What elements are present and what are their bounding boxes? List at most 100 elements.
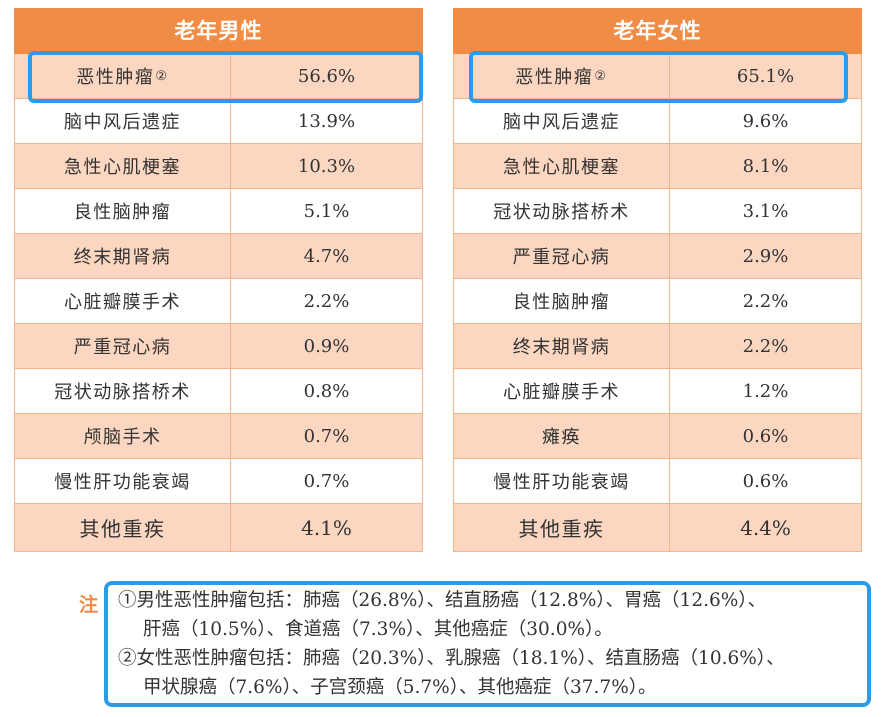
disease-name-cell: 终末期肾病 (15, 234, 231, 278)
disease-name: 其他重疾 (79, 517, 166, 541)
disease-name-cell: 恶性肿瘤 ② (454, 54, 670, 98)
table-row: 严重冠心病 0.9% (14, 324, 423, 369)
male-table-title: 老年男性 (14, 8, 423, 54)
note-line: 甲状腺癌（7.6%）、子宫颈癌（5.7%）、其他癌症（37.7%）。 (143, 677, 657, 698)
table-row: 良性脑肿瘤 5.1% (14, 189, 423, 234)
disease-name: 终末期肾病 (73, 247, 172, 268)
disease-name-cell: 冠状动脉搭桥术 (15, 369, 231, 413)
percentage-cell: 0.6% (742, 470, 789, 492)
percentage-cell: 56.6% (297, 65, 356, 87)
table-row: 其他重疾 4.4% (453, 504, 862, 552)
percentage-cell: 1.2% (742, 380, 789, 402)
disease-name: 脑中风后遗症 (503, 112, 620, 133)
percentage-cell: 9.6% (742, 110, 789, 132)
table-row: 终末期肾病 4.7% (14, 234, 423, 279)
disease-name: 慢性肝功能衰竭 (54, 472, 191, 493)
disease-name-cell: 急性心肌梗塞 (15, 144, 231, 188)
percentage-cell: 0.6% (742, 425, 789, 447)
percentage-cell: 10.3% (297, 155, 356, 177)
table-row: 急性心肌梗塞 8.1% (453, 144, 862, 189)
table-row: 慢性肝功能衰竭 0.7% (14, 459, 423, 504)
disease-name-cell: 严重冠心病 (454, 234, 670, 278)
disease-name-cell: 其他重疾 (454, 504, 670, 551)
disease-name: 冠状动脉搭桥术 (493, 202, 630, 223)
percentage-cell: 0.9% (303, 335, 350, 357)
table-row: 心脏瓣膜手术 1.2% (453, 369, 862, 414)
note-label: 注 (79, 594, 99, 616)
disease-name-cell: 瘫痪 (454, 414, 670, 458)
note-highlight-box (104, 581, 871, 707)
disease-name-cell: 慢性肝功能衰竭 (15, 459, 231, 503)
disease-name: 良性脑肿瘤 (73, 202, 172, 223)
disease-name-cell: 慢性肝功能衰竭 (454, 459, 670, 503)
percentage-cell: 5.1% (303, 200, 350, 222)
percentage-cell: 8.1% (742, 155, 789, 177)
note-line: ②女性恶性肿瘤包括：肺癌（20.3%）、乳腺癌（18.1%）、结直肠癌（10.6… (118, 648, 785, 669)
table-row: 恶性肿瘤 ② 56.6% (14, 54, 423, 99)
male-table: 老年男性 恶性肿瘤 ② 56.6% 脑中风后遗症 13.9% 急性心肌梗塞 10.3% 良性脑… (14, 8, 423, 552)
disease-name: 急性心肌梗塞 (64, 157, 181, 178)
disease-name-cell: 颅脑手术 (15, 414, 231, 458)
table-row: 慢性肝功能衰竭 0.6% (453, 459, 862, 504)
percentage-cell: 4.7% (303, 245, 350, 267)
disease-name: 急性心肌梗塞 (503, 157, 620, 178)
note-text: ①男性恶性肿瘤包括：肺癌（26.8%）、结直肠癌（12.8%）、胃癌（12.6%… (118, 586, 870, 702)
female-table: 老年女性 恶性肿瘤 ② 65.1% 脑中风后遗症 9.6% 急性心肌梗塞 8.1% 冠状动脉搭… (453, 8, 862, 552)
disease-name-cell: 冠状动脉搭桥术 (454, 189, 670, 233)
percentage-cell: 2.2% (303, 290, 350, 312)
disease-name: 严重冠心病 (73, 337, 172, 358)
disease-name: 恶性肿瘤 (76, 67, 155, 88)
male-table-body: 恶性肿瘤 ② 56.6% 脑中风后遗症 13.9% 急性心肌梗塞 10.3% 良性脑肿瘤 5.1… (14, 54, 423, 552)
table-row: 急性心肌梗塞 10.3% (14, 144, 423, 189)
disease-name: 良性脑肿瘤 (512, 292, 611, 313)
disease-name-cell: 心脏瓣膜手术 (15, 279, 231, 323)
table-row: 颅脑手术 0.7% (14, 414, 423, 459)
disease-name: 颅脑手术 (83, 427, 162, 448)
percentage-cell: 65.1% (736, 65, 795, 87)
female-table-body: 恶性肿瘤 ② 65.1% 脑中风后遗症 9.6% 急性心肌梗塞 8.1% 冠状动脉搭桥术 3.1… (453, 54, 862, 552)
disease-name: 慢性肝功能衰竭 (493, 472, 630, 493)
disease-name: 严重冠心病 (512, 247, 611, 268)
footnote-mark: ② (594, 68, 608, 84)
disease-name: 恶性肿瘤 (515, 67, 594, 88)
disease-name: 脑中风后遗症 (64, 112, 181, 133)
note-line: ①男性恶性肿瘤包括：肺癌（26.8%）、结直肠癌（12.8%）、胃癌（12.6%… (118, 590, 767, 611)
disease-name: 其他重疾 (518, 517, 605, 541)
table-row: 冠状动脉搭桥术 3.1% (453, 189, 862, 234)
disease-name-cell: 良性脑肿瘤 (15, 189, 231, 233)
table-row: 瘫痪 0.6% (453, 414, 862, 459)
note-line: 肝癌（10.5%）、食道癌（7.3%）、其他癌症（30.0%）。 (143, 619, 613, 640)
disease-name-cell: 其他重疾 (15, 504, 231, 551)
percentage-cell: 0.7% (303, 470, 350, 492)
table-row: 恶性肿瘤 ② 65.1% (453, 54, 862, 99)
table-row: 良性脑肿瘤 2.2% (453, 279, 862, 324)
table-row: 其他重疾 4.1% (14, 504, 423, 552)
percentage-cell: 2.9% (742, 245, 789, 267)
percentage-cell: 0.8% (303, 380, 350, 402)
disease-name-cell: 终末期肾病 (454, 324, 670, 368)
footnote-mark: ② (155, 68, 169, 84)
percentage-cell: 0.7% (303, 425, 350, 447)
disease-name: 瘫痪 (542, 427, 581, 448)
disease-name-cell: 严重冠心病 (15, 324, 231, 368)
table-row: 严重冠心病 2.9% (453, 234, 862, 279)
disease-name: 心脏瓣膜手术 (64, 292, 181, 313)
percentage-cell: 2.2% (742, 335, 789, 357)
disease-name-cell: 恶性肿瘤 ② (15, 54, 231, 98)
percentage-cell: 4.4% (740, 515, 791, 540)
percentage-cell: 2.2% (742, 290, 789, 312)
percentage-cell: 4.1% (301, 515, 352, 540)
percentage-cell: 13.9% (297, 110, 356, 132)
percentage-cell: 3.1% (742, 200, 789, 222)
female-table-title: 老年女性 (453, 8, 862, 54)
table-row: 心脏瓣膜手术 2.2% (14, 279, 423, 324)
disease-name-cell: 急性心肌梗塞 (454, 144, 670, 188)
table-row: 脑中风后遗症 9.6% (453, 99, 862, 144)
table-row: 终末期肾病 2.2% (453, 324, 862, 369)
table-row: 脑中风后遗症 13.9% (14, 99, 423, 144)
disease-name-cell: 良性脑肿瘤 (454, 279, 670, 323)
disease-name: 冠状动脉搭桥术 (54, 382, 191, 403)
disease-name: 终末期肾病 (512, 337, 611, 358)
disease-name-cell: 心脏瓣膜手术 (454, 369, 670, 413)
table-row: 冠状动脉搭桥术 0.8% (14, 369, 423, 414)
